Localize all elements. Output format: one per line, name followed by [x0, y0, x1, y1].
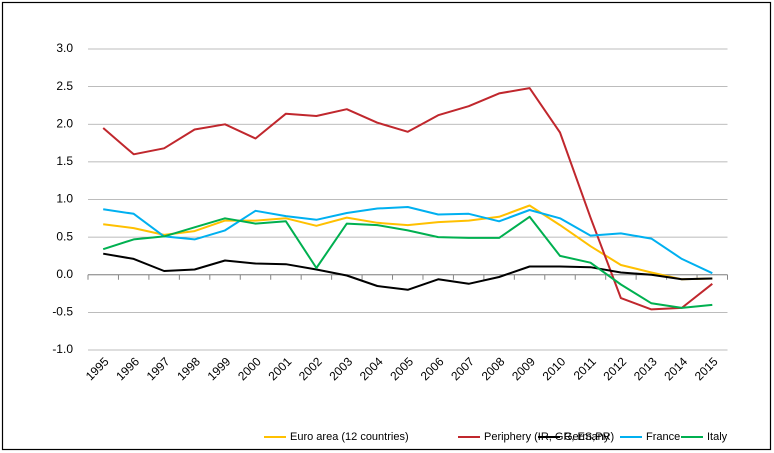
y-tick-label: 1.0: [56, 192, 73, 206]
y-tick-label: 1.5: [56, 154, 73, 168]
series-line: [103, 206, 713, 275]
y-tick-label: 0.0: [56, 267, 73, 281]
series-line: [103, 252, 713, 291]
series-line: [103, 204, 713, 281]
y-tick-label: 0.5: [56, 229, 73, 243]
y-tick-label: 2.0: [56, 116, 73, 130]
y-tick-label: -0.5: [52, 305, 73, 319]
legend-label: France: [646, 431, 680, 443]
legend-label: Germany: [564, 431, 610, 443]
legend: Euro area (12 countries) Periphery (IR, G…: [264, 431, 728, 443]
series-line: [102, 215, 713, 309]
legend-label: Italy: [707, 431, 728, 443]
legend-label: Euro area (12 countries): [290, 431, 409, 443]
y-tick-label: -1.0: [52, 342, 73, 356]
y-tick-label: 3.0: [56, 41, 73, 55]
y-tick-label: 2.5: [56, 79, 73, 93]
